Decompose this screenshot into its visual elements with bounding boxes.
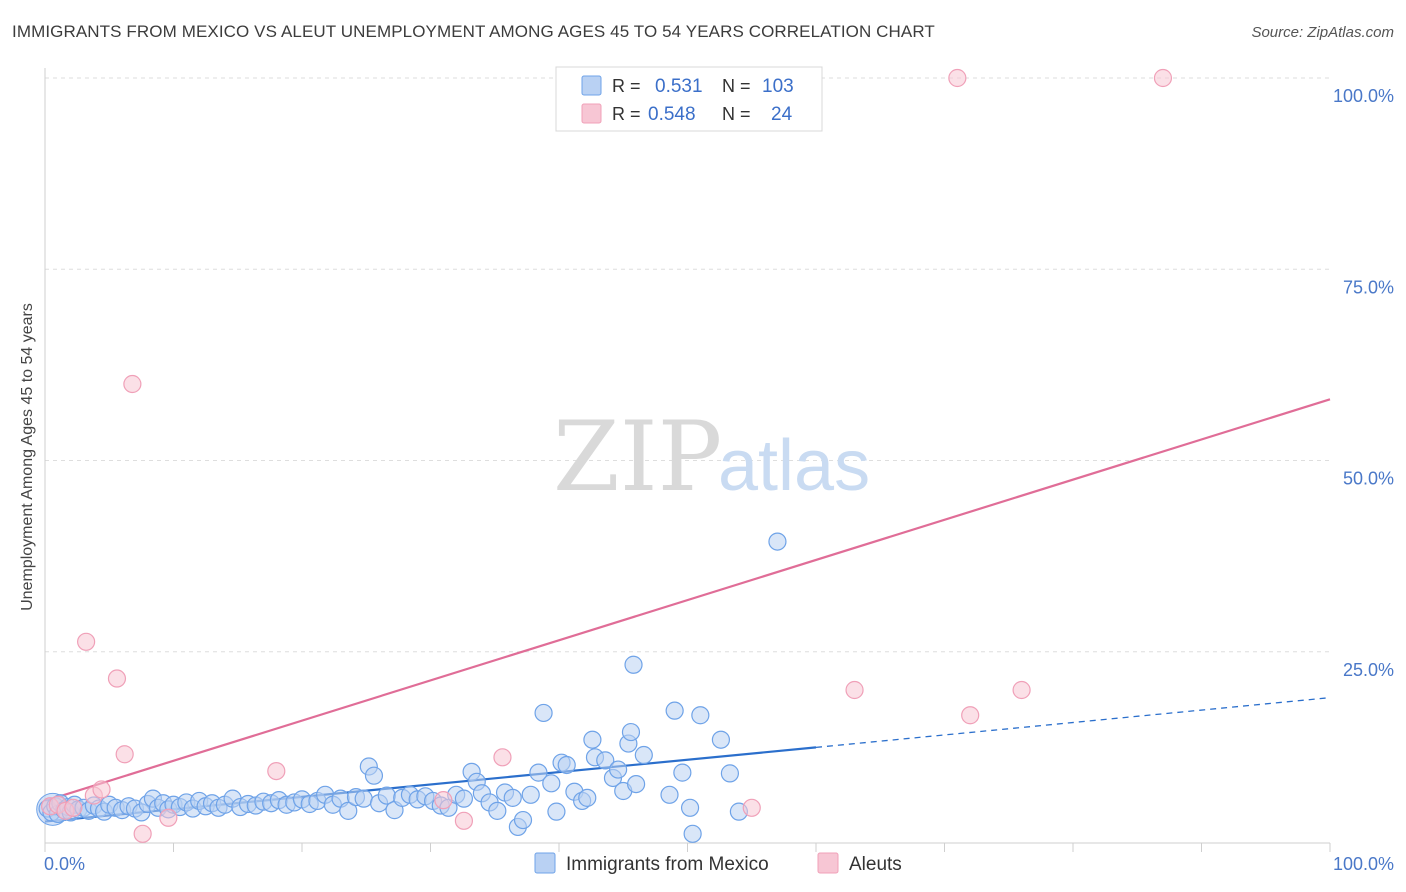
watermark-zip: ZIP — [553, 401, 722, 513]
point-s0-75 — [513, 810, 533, 830]
point-s1-17 — [845, 680, 864, 700]
stats-legend: R = 0.531 N = 103 R = 0.548 N = 24 — [555, 66, 823, 132]
point-s0-103 — [711, 730, 731, 749]
point-s0-98 — [665, 701, 684, 720]
legend-r-value-2: 0.548 — [648, 104, 696, 125]
axes: 25.0% 50.0% 75.0% 100.0% — [44, 68, 1394, 852]
x-tick-label-left: 0.0% — [44, 854, 85, 874]
y-tick-label-75: 75.0% — [1343, 277, 1394, 297]
chart-title: IMMIGRANTS FROM MEXICO VS ALEUT UNEMPLOY… — [12, 22, 935, 41]
point-s1-16 — [742, 798, 761, 817]
legend-swatch-aleuts — [581, 103, 602, 124]
series-legend: Immigrants from Mexico Aleuts — [534, 852, 902, 875]
x-tick-label-right: 100.0% — [1333, 854, 1394, 874]
point-s0-104 — [720, 764, 740, 783]
point-s1-20 — [1012, 680, 1031, 700]
point-s1-10 — [133, 824, 152, 843]
point-s1-21 — [1153, 68, 1173, 88]
legend-r-value-1: 0.531 — [655, 76, 703, 97]
point-s0-54 — [364, 766, 384, 785]
legend-n-label-1: N = — [722, 76, 751, 96]
y-tick-label-25: 25.0% — [1343, 660, 1394, 680]
point-s1-18 — [948, 68, 967, 88]
series-legend-swatch-aleuts — [817, 852, 839, 874]
legend-r-label-2: R = — [612, 104, 641, 124]
point-s0-101 — [683, 824, 702, 843]
legend-swatch-mexico — [581, 75, 602, 96]
point-s1-9 — [123, 374, 142, 394]
point-s0-90 — [609, 760, 628, 779]
source-label: Source: ZipAtlas.com — [1251, 24, 1394, 41]
point-s0-86 — [583, 730, 602, 749]
point-s1-11 — [159, 808, 178, 827]
series-legend-swatch-mexico — [534, 852, 556, 874]
point-s1-13 — [434, 791, 453, 810]
point-s0-102 — [691, 706, 710, 725]
point-s0-96 — [634, 745, 653, 765]
point-s0-88 — [596, 751, 615, 770]
point-s0-66 — [454, 789, 474, 808]
legend-n-value-1: 103 — [762, 76, 794, 97]
point-s0-82 — [557, 755, 576, 775]
grid — [45, 77, 1330, 653]
point-s0-73 — [503, 788, 522, 807]
y-tick-label-50: 50.0% — [1343, 469, 1394, 489]
point-s0-80 — [547, 802, 566, 821]
point-s0-85 — [578, 788, 597, 807]
trend-line-extension-0 — [815, 697, 1331, 749]
point-s0-76 — [521, 785, 540, 804]
point-s1-3 — [64, 798, 83, 817]
trend-line-1 — [44, 398, 1331, 802]
point-s0-93 — [621, 722, 641, 742]
point-s1-14 — [454, 811, 474, 830]
point-s1-6 — [92, 780, 111, 799]
point-s1-12 — [267, 761, 286, 781]
point-s0-94 — [624, 655, 643, 674]
watermark-atlas: atlas — [718, 426, 870, 506]
watermark: ZIP atlas — [553, 401, 870, 513]
point-s0-100 — [680, 798, 700, 817]
point-s1-7 — [107, 669, 127, 688]
data-points — [36, 68, 1173, 843]
y-tick-label-100: 100.0% — [1333, 86, 1394, 106]
point-s1-15 — [493, 748, 512, 767]
point-s0-99 — [673, 763, 692, 782]
point-s0-97 — [660, 785, 679, 804]
point-s0-71 — [488, 801, 507, 820]
point-s0-106 — [768, 532, 787, 551]
point-s0-50 — [339, 801, 358, 820]
point-s1-4 — [77, 632, 96, 651]
point-s0-52 — [354, 789, 373, 808]
point-s0-77 — [529, 763, 548, 782]
point-s0-79 — [542, 774, 561, 793]
point-s0-95 — [626, 774, 646, 794]
series-legend-label-mexico: Immigrants from Mexico — [566, 854, 769, 875]
legend-n-label-2: N = — [722, 104, 751, 124]
point-s0-78 — [534, 703, 553, 723]
legend-r-label-1: R = — [612, 76, 641, 96]
point-s1-8 — [115, 745, 134, 764]
series-legend-label-aleuts: Aleuts — [849, 854, 902, 875]
legend-n-value-2: 24 — [771, 104, 793, 125]
point-s1-19 — [961, 706, 980, 725]
